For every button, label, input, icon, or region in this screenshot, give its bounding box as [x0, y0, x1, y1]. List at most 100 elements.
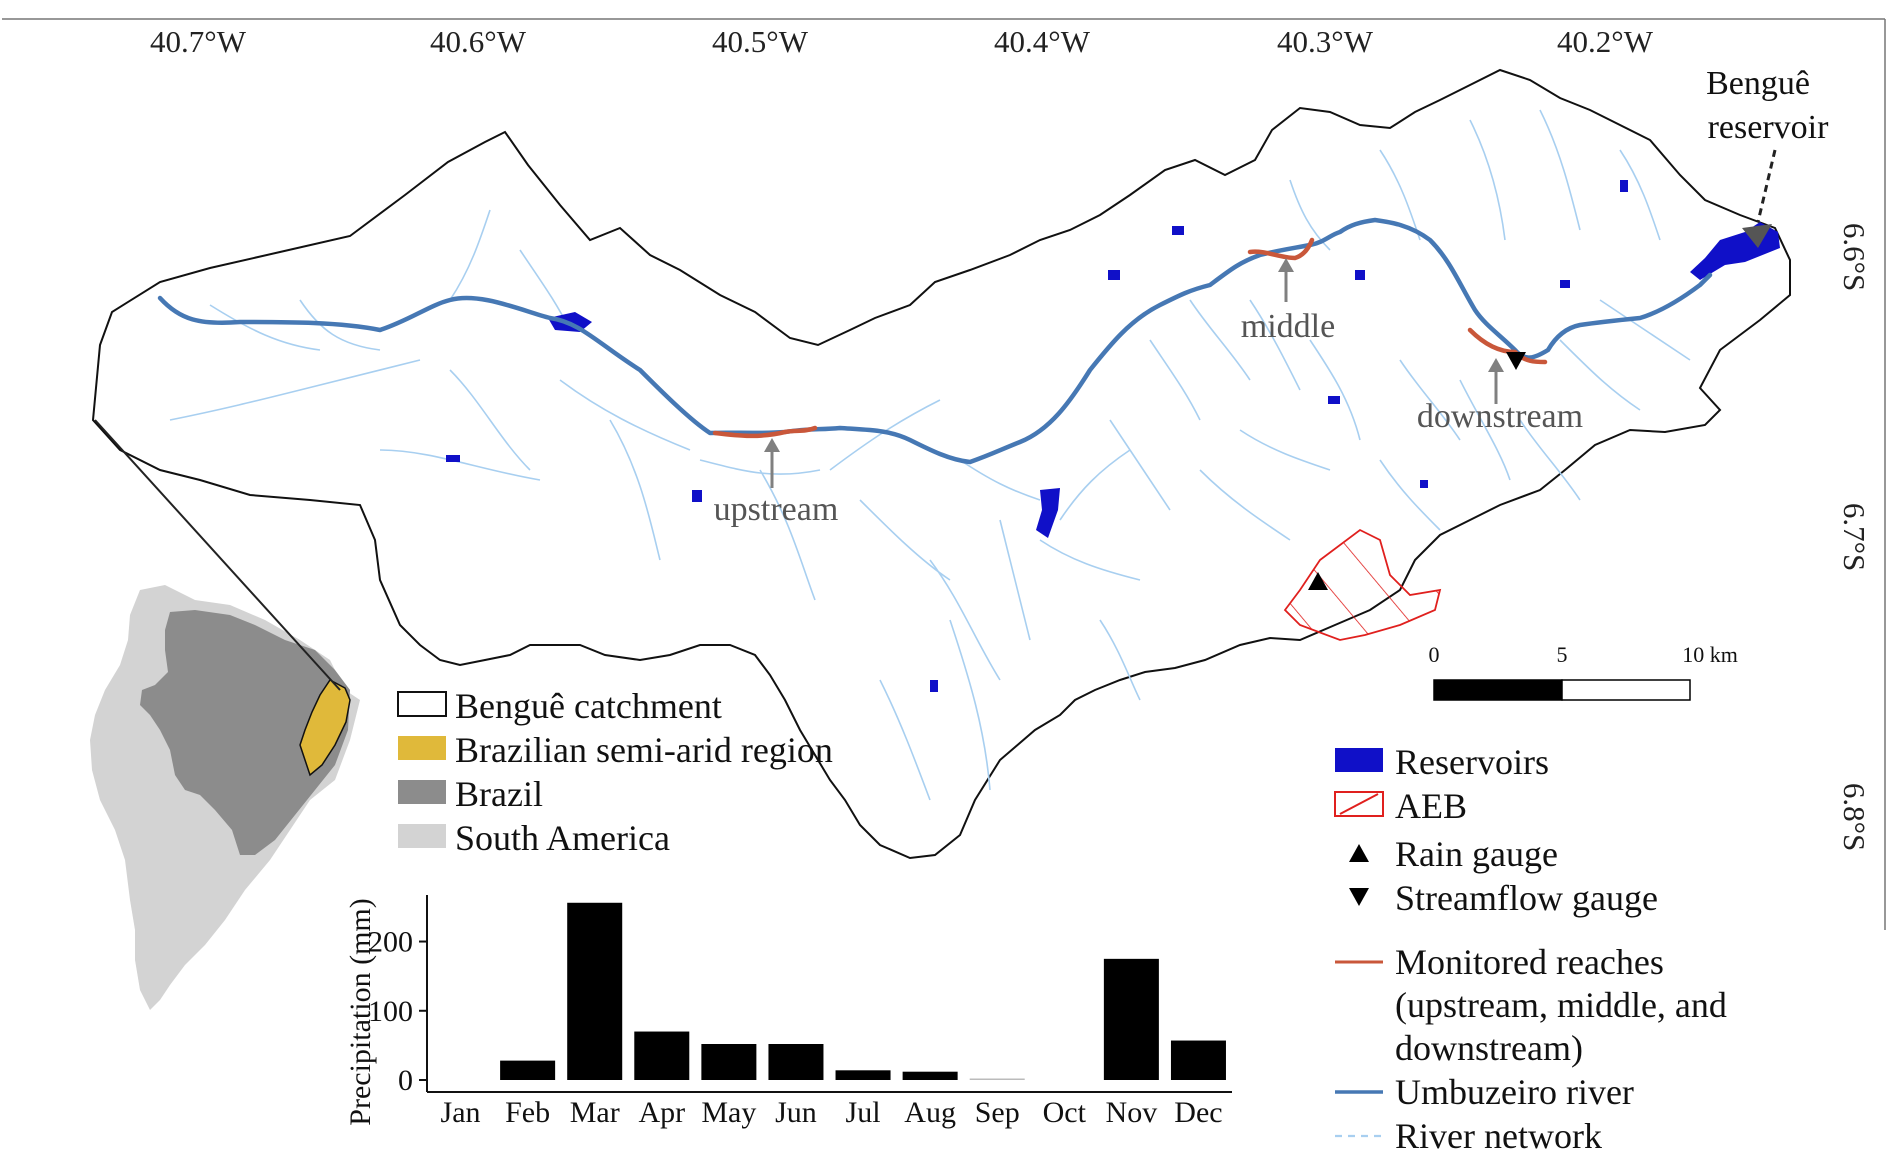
chart-y-tick-label: 200 — [368, 926, 413, 959]
legend-label-streamflow-gauge: Streamflow gauge — [1395, 878, 1658, 918]
lat-label: 6.7°S — [1837, 503, 1872, 571]
reservoir-small — [1108, 270, 1120, 280]
chart-x-tick-label: Aug — [904, 1096, 956, 1129]
chart-bar-dec — [1170, 1040, 1226, 1080]
reach-annotations: upstream middle downstream — [714, 258, 1583, 528]
chart-bar-aug — [902, 1071, 958, 1080]
chart-x-tick-label: May — [701, 1096, 756, 1129]
legend-symbol-streamflow-gauge — [1349, 888, 1369, 906]
legend-label-south-america: South America — [455, 818, 670, 858]
legend-label-monitored-reaches-2: (upstream, middle, and — [1395, 985, 1727, 1025]
label-middle: middle — [1241, 308, 1335, 345]
legend-label-monitored-reaches-3: downstream) — [1395, 1028, 1583, 1068]
chart-bar-apr — [634, 1031, 690, 1080]
streamflow-gauge-marker — [1506, 352, 1526, 370]
lon-label: 40.2°W — [1557, 24, 1654, 59]
chart-bar-nov — [1103, 958, 1159, 1080]
scale-label-5: 5 — [1557, 642, 1568, 667]
semi-arid-shape — [299, 679, 351, 777]
legend-label-aeb: AEB — [1395, 786, 1467, 826]
chart-x-tick-label: Nov — [1106, 1096, 1158, 1129]
precipitation-chart: Precipitation (mm) 0 100 200 Jan Feb Mar Apr M… — [344, 895, 1232, 1129]
chart-bar-sep — [969, 1078, 1025, 1080]
label-downstream: downstream — [1417, 398, 1583, 435]
scale-segment-black — [1433, 679, 1563, 701]
reservoir-small — [1328, 396, 1340, 404]
umbuzeiro-river — [157, 217, 1713, 465]
legend-swatch-brazil — [398, 780, 446, 804]
reservoir-small — [1172, 226, 1184, 235]
chart-x-tick-label: Oct — [1043, 1096, 1087, 1129]
bengue-catchment-outline — [91, 68, 1791, 860]
latitude-axis-labels: 6.6°S 6.7°S 6.8°S — [1837, 223, 1872, 851]
legend-label-semi-arid: Brazilian semi-arid region — [455, 730, 833, 770]
legend-label-reservoirs: Reservoirs — [1395, 742, 1549, 782]
chart-bar-jun — [768, 1044, 824, 1080]
locator-inset — [90, 419, 360, 1010]
inset-leader-line — [94, 419, 341, 691]
arrowhead-upstream — [764, 438, 780, 452]
chart-x-tick-label: Jan — [441, 1096, 481, 1129]
legend-swatch-reservoirs — [1335, 748, 1383, 772]
chart-x-tick-label: Jul — [846, 1096, 881, 1129]
chart-x-tick-label: Feb — [505, 1096, 550, 1129]
chart-y-ticks: 0 100 200 — [368, 926, 427, 1097]
chart-y-tick-label: 100 — [368, 995, 413, 1028]
chart-x-tick-label: Dec — [1174, 1096, 1222, 1129]
scale-label-0: 0 — [1429, 642, 1440, 667]
arrowhead-middle — [1278, 258, 1294, 272]
legend-label-river-network: River network — [1395, 1116, 1602, 1156]
legend-right: Reservoirs AEB Rain gauge Streamflow gau… — [1334, 742, 1727, 1156]
legend-swatch-catchment — [397, 691, 447, 717]
chart-bar-feb — [500, 1060, 556, 1080]
brazil-shape — [140, 610, 350, 855]
chart-bar-may — [701, 1044, 757, 1080]
lat-label: 6.8°S — [1837, 783, 1872, 851]
reach-middle — [1247, 237, 1315, 261]
lon-label: 40.4°W — [994, 24, 1091, 59]
lon-label: 40.5°W — [712, 24, 809, 59]
legend-label-brazil: Brazil — [455, 774, 543, 814]
label-upstream: upstream — [714, 491, 839, 528]
legend-symbol-rain-gauge — [1349, 844, 1369, 862]
chart-x-tick-label: Mar — [570, 1096, 620, 1129]
reservoir-leader-line — [1756, 149, 1777, 223]
chart-x-tick-label: Jun — [775, 1096, 817, 1129]
scale-label-10: 10 km — [1682, 642, 1738, 667]
reservoir-small — [446, 455, 460, 462]
legend-label-monitored-reaches-1: Monitored reaches — [1395, 942, 1664, 982]
reservoir-central — [1036, 488, 1060, 538]
reservoir-small — [1355, 270, 1365, 280]
bengue-reservoir-annotation: Benguê reservoir — [1706, 65, 1829, 248]
reach-upstream — [712, 425, 818, 439]
legend-left: Benguê catchment Brazilian semi-arid reg… — [397, 686, 833, 858]
legend-label-catchment: Benguê catchment — [455, 686, 722, 726]
chart-bar-mar — [567, 902, 623, 1080]
legend-swatch-semi-arid — [398, 736, 446, 760]
lon-label: 40.6°W — [430, 24, 527, 59]
chart-x-tick-label: Sep — [975, 1096, 1020, 1129]
reservoir-small — [1560, 280, 1570, 288]
reservoir-label-line1: Benguê — [1706, 65, 1810, 102]
legend-swatch-south-america — [398, 824, 446, 848]
reservoir-small — [692, 490, 702, 502]
rain-gauge-marker — [1308, 572, 1328, 590]
chart-y-axis-title: Precipitation (mm) — [344, 898, 377, 1125]
chart-bars — [500, 902, 1226, 1080]
legend-swatch-aeb-hatch — [1339, 793, 1379, 815]
chart-x-tick-labels: Jan Feb Mar Apr May Jun Jul Aug Sep Oct Nov Dec — [441, 1096, 1223, 1129]
reservoir-small — [1420, 480, 1428, 488]
scale-bar: 0 5 10 km — [1429, 642, 1738, 701]
lon-label: 40.3°W — [1277, 24, 1374, 59]
lon-label: 40.7°W — [150, 24, 247, 59]
scale-segment-white — [1561, 679, 1691, 701]
longitude-axis-labels: 40.7°W 40.6°W 40.5°W 40.4°W 40.3°W 40.2°… — [150, 24, 1654, 59]
chart-y-tick-label: 0 — [398, 1064, 413, 1097]
reservoir-small — [930, 680, 938, 692]
river-network — [169, 109, 1691, 801]
aeb-area — [1283, 528, 1442, 641]
chart-x-tick-label: Apr — [638, 1096, 685, 1129]
reservoir-small — [1620, 180, 1628, 192]
arrowhead-downstream — [1488, 358, 1504, 372]
